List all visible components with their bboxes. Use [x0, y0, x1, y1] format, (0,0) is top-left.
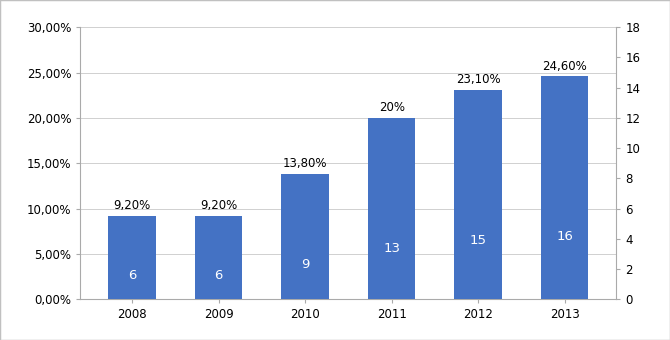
Text: 9,20%: 9,20% — [114, 199, 151, 212]
Text: 9,20%: 9,20% — [200, 199, 237, 212]
Text: 6: 6 — [214, 269, 223, 282]
Bar — [109, 216, 156, 299]
Text: 15: 15 — [470, 234, 486, 247]
Bar — [368, 118, 415, 299]
Text: 20%: 20% — [379, 101, 405, 114]
Text: 9: 9 — [301, 258, 310, 271]
Bar — [281, 174, 329, 299]
Bar — [454, 90, 502, 299]
Text: 24,60%: 24,60% — [542, 59, 587, 72]
Text: 13,80%: 13,80% — [283, 157, 328, 170]
Text: 6: 6 — [128, 269, 137, 282]
Bar — [541, 76, 588, 299]
Text: 16: 16 — [556, 230, 573, 243]
Text: 13: 13 — [383, 242, 400, 255]
Bar — [195, 216, 243, 299]
Text: 23,10%: 23,10% — [456, 73, 500, 86]
